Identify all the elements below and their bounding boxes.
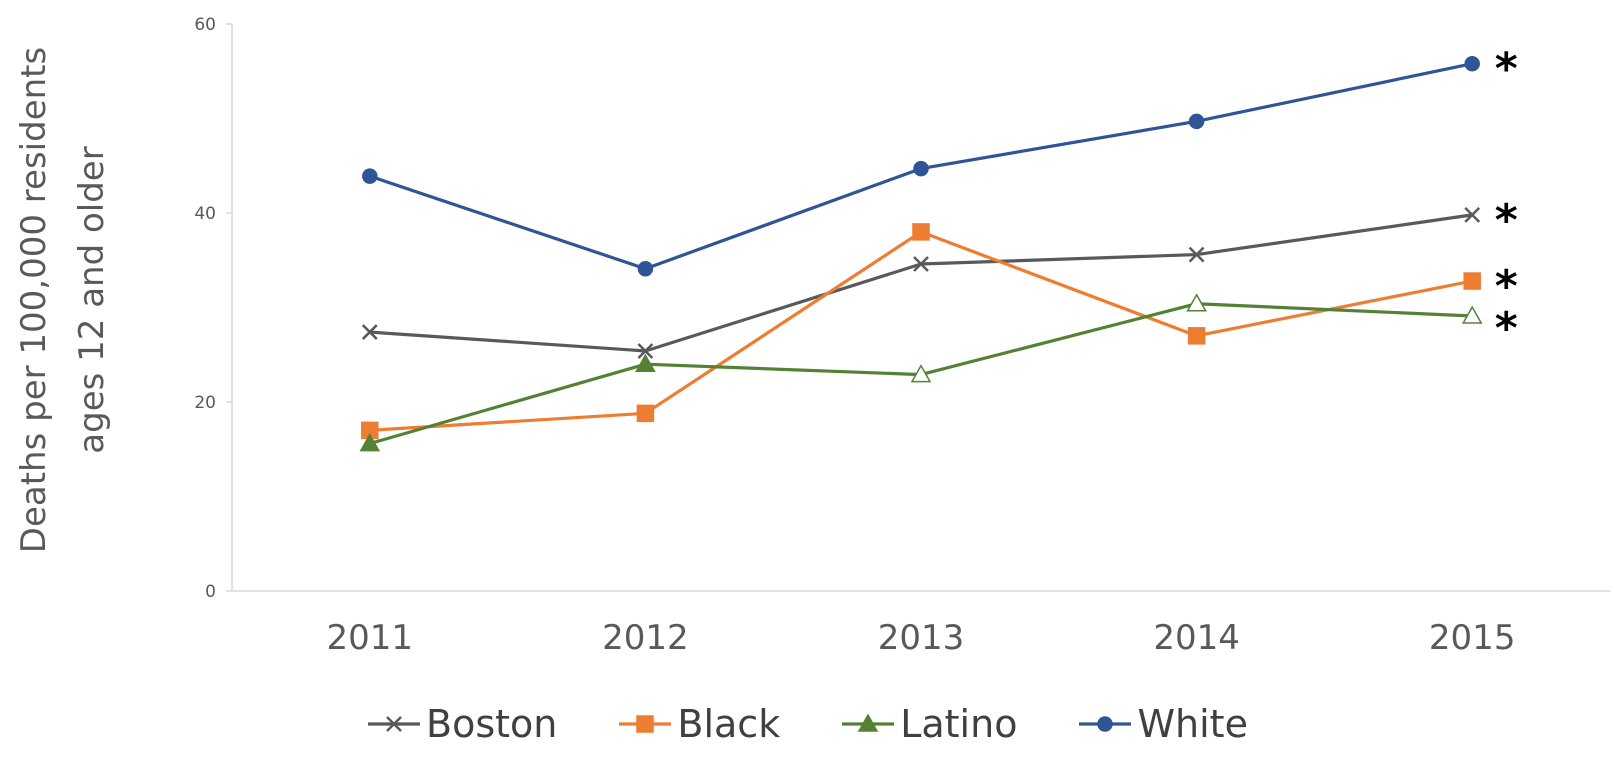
data-point-white (1188, 113, 1205, 130)
x-tick-label: 2015 (1429, 618, 1516, 658)
data-point-white (362, 168, 378, 184)
legend-marker (1097, 716, 1114, 732)
data-point-white (637, 261, 654, 277)
legend-label-boston: Boston (426, 702, 558, 746)
legend-marker (386, 716, 402, 732)
y-axis-title-line-2: ages 12 and older (72, 146, 112, 454)
series-white (362, 55, 1480, 277)
x-tick-label: 2012 (602, 618, 689, 658)
series-latino (359, 293, 1483, 452)
data-point-white (1464, 55, 1480, 72)
legend-marker-square-icon (619, 715, 672, 733)
data-point-latino (359, 433, 381, 452)
data-point-black (636, 404, 655, 423)
legend-item-black: Black (617, 702, 780, 746)
data-point-latino (1461, 305, 1483, 324)
legend-marker (636, 715, 655, 733)
y-axis-title-line-1: Deaths per 100,000 residents (14, 46, 54, 554)
x-tick-label: 2011 (327, 618, 414, 658)
legend-label-white: White (1137, 702, 1248, 746)
data-point-boston (361, 324, 378, 340)
legend-marker-triangle-icon (842, 713, 895, 732)
series-line-black (369, 230, 1473, 432)
data-point-latino (910, 364, 932, 383)
data-point-black (912, 223, 930, 241)
legend-marker-x-icon (368, 716, 421, 732)
significance-asterisk-boston: * (1495, 195, 1518, 246)
series-boston (361, 207, 1481, 359)
legend-marker-circle-icon (1079, 716, 1132, 732)
y-axis-title: Deaths per 100,000 residents ages 12 and… (8, 0, 118, 600)
data-point-latino (635, 353, 656, 372)
legend-label-black: Black (677, 702, 781, 746)
legend-item-white: White (1077, 702, 1248, 746)
y-tick-label: 20 (194, 393, 216, 413)
x-tick-label: 2013 (878, 618, 965, 658)
data-point-black (1187, 327, 1206, 345)
significance-asterisk-black: * (1495, 261, 1518, 312)
data-point-black (1463, 272, 1481, 290)
legend-label-latino: Latino (900, 702, 1018, 746)
y-tick-label: 0 (205, 582, 216, 602)
y-tick-label: 60 (194, 15, 216, 35)
legend-item-latino: Latino (840, 702, 1017, 746)
legend-item-boston: Boston (366, 702, 557, 746)
legend: Boston Black Latino White (0, 694, 1614, 754)
y-tick-label: 40 (194, 204, 216, 224)
data-point-boston (637, 343, 654, 359)
legend-marker (857, 713, 879, 732)
series-black (361, 223, 1481, 440)
data-point-boston (913, 256, 929, 272)
data-point-boston (1464, 207, 1481, 223)
significance-asterisk-white: * (1495, 44, 1518, 95)
data-point-white (913, 160, 929, 177)
data-point-boston (1188, 246, 1205, 263)
data-point-latino (1186, 293, 1207, 312)
x-tick-label: 2014 (1153, 618, 1240, 658)
significance-asterisk-latino: * (1495, 303, 1518, 354)
